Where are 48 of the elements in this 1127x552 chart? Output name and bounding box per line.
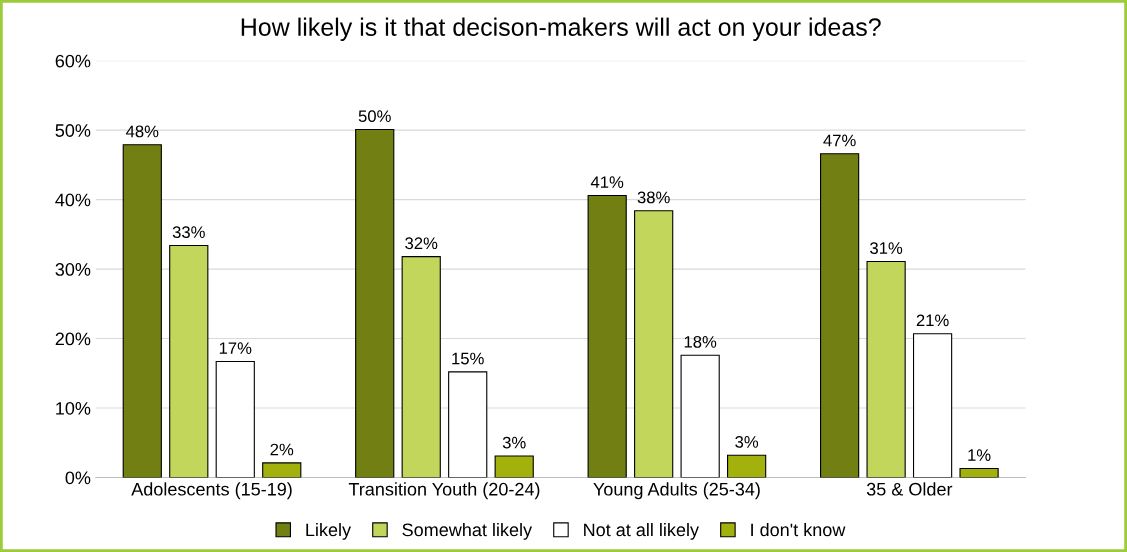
legend-label: Not at all likely [584, 523, 699, 540]
data-label: 3% [502, 436, 526, 449]
data-label: 32% [405, 237, 438, 250]
data-label: 33% [172, 226, 205, 239]
bar [494, 455, 534, 478]
y-tick-label: 40% [55, 193, 91, 207]
x-tick-label: 35 & Older [866, 482, 953, 496]
y-tick-label: 60% [55, 54, 91, 68]
data-label: 18% [684, 335, 717, 348]
legend-label: Somewhat likely [402, 523, 533, 540]
data-label: 48% [125, 125, 159, 138]
y-tick-label: 0% [65, 471, 91, 485]
legend-label: I don't know [751, 523, 846, 537]
x-tick-label: Transition Youth (20-24) [348, 482, 540, 500]
bar [122, 144, 162, 478]
legend-label: Likely [306, 523, 352, 540]
bar [727, 454, 767, 478]
data-label: 47% [823, 134, 856, 147]
data-label: 17% [219, 342, 252, 354]
data-label: 38% [637, 191, 670, 204]
y-tick-label: 10% [56, 401, 91, 415]
data-label: 41% [590, 176, 624, 188]
data-label: 21% [916, 314, 949, 327]
bar [448, 371, 488, 478]
data-label: 50% [358, 110, 391, 123]
bar [215, 360, 255, 478]
y-tick-label: 20% [55, 332, 91, 346]
data-label: 31% [870, 242, 903, 254]
bar [819, 153, 860, 478]
bar [355, 128, 395, 478]
bar [680, 354, 720, 478]
chart-title: How likely is it that decison-makers will act on your ideas? [241, 17, 881, 41]
bar [634, 210, 674, 478]
bar [169, 244, 209, 478]
x-tick-label: Young Adults (25-34) [593, 482, 760, 500]
bar [262, 462, 302, 478]
y-tick-label: 30% [55, 263, 91, 276]
bar [959, 467, 999, 478]
y-tick-label: 50% [55, 124, 91, 137]
data-label: 3% [735, 435, 759, 448]
data-label: 1% [968, 449, 991, 461]
bar [912, 333, 953, 478]
bar [587, 194, 627, 478]
data-label: 2% [270, 443, 294, 456]
bar [401, 256, 441, 478]
data-label: 15% [452, 352, 484, 365]
x-tick-label: Adolescents (15-19) [131, 482, 292, 500]
bar [866, 260, 906, 478]
